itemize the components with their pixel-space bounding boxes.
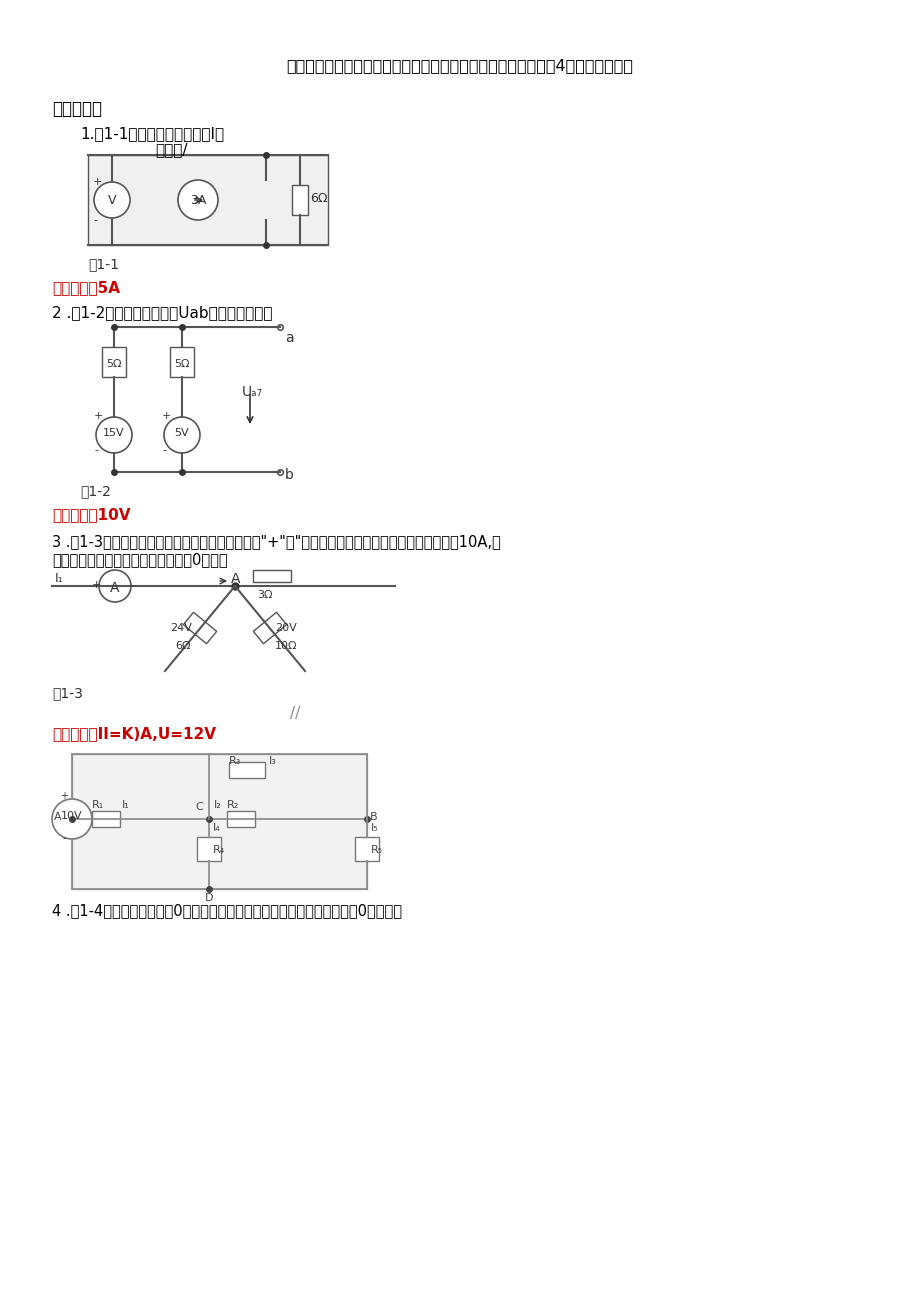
Text: a: a [285,330,293,345]
Bar [102,347,126,377]
Text: 国家开放大学一网一平台《电工电子技术》形考任务平时作业卜4网考题库及答案: 国家开放大学一网一平台《电工电子技术》形考任务平时作业卜4网考题库及答案 [286,59,633,73]
Text: 20V: 20V [275,623,297,634]
Circle shape [164,418,199,453]
Text: I₃: I₃ [268,756,277,766]
Text: //: // [289,706,300,721]
Text: 图1-1: 图1-1 [88,258,119,271]
Bar [355,837,379,861]
Text: 4 .图1-4所示的电路中包含0条支路，用支路电流法分析该电路，需要列写0个方程。: 4 .图1-4所示的电路中包含0条支路，用支路电流法分析该电路，需要列写0个方程… [52,903,402,919]
Text: 6Ω: 6Ω [310,193,327,206]
Text: R₃: R₃ [229,756,241,766]
Text: 图1-3: 图1-3 [52,686,83,700]
Text: I₁: I₁ [122,800,130,811]
Text: 图1-2: 图1-2 [80,484,111,498]
Text: -: - [93,215,96,225]
Bar [197,837,221,861]
Text: -: - [162,445,165,455]
Circle shape [177,180,218,220]
Bar [72,755,367,889]
Text: I₁: I₁ [55,572,63,585]
Bar [92,811,119,827]
Text: 关电流、电压方向也表示在图中，则0正确。: 关电流、电压方向也表示在图中，则0正确。 [52,552,227,567]
Text: B: B [369,812,377,822]
Text: 正确答案：5A: 正确答案：5A [52,280,119,295]
Bar [183,613,217,644]
Text: R₂: R₂ [227,800,239,811]
Text: 3Ω: 3Ω [256,589,272,600]
Text: C: C [195,801,203,812]
Circle shape [99,570,130,602]
Text: A: A [231,572,240,585]
Text: 5Ω: 5Ω [174,359,189,369]
Text: -: - [62,833,65,843]
Bar [253,570,290,582]
Bar [88,155,328,245]
Text: 24V: 24V [170,623,192,634]
Text: 6Ω: 6Ω [175,641,190,650]
Text: 3A: 3A [189,194,206,207]
Text: -: - [129,580,133,589]
Text: （）。/: （）。/ [154,142,187,157]
Text: 正确答案：10V: 正确答案：10V [52,507,130,522]
Text: A: A [54,812,62,822]
Text: +: + [94,411,103,422]
Text: 3 .图1-3所示的电路中，电流表的正、负接线端用"+"、"号标出，现电流表指针正向偏转，示数为10A,有: 3 .图1-3所示的电路中，电流表的正、负接线端用"+"、"号标出，现电流表指针… [52,533,500,549]
Text: R₁: R₁ [92,800,104,811]
Text: 5Ω: 5Ω [106,359,121,369]
Text: +: + [92,580,101,589]
Text: Uₐ₇: Uₐ₇ [242,385,263,399]
Text: A: A [110,582,119,595]
Bar [227,811,255,827]
Text: 15V: 15V [103,428,125,438]
Text: R₄: R₄ [213,846,225,855]
Text: 2 .图1-2所示电路中，电压Uab的数值是（）。: 2 .图1-2所示电路中，电压Uab的数值是（）。 [52,304,272,320]
Circle shape [96,418,131,453]
Text: 10Ω: 10Ω [275,641,297,650]
Bar [170,347,194,377]
Circle shape [94,182,130,219]
Text: -: - [94,445,98,455]
Text: 一、选择题: 一、选择题 [52,100,102,118]
Text: 1.图1-1所示的电路中，电流I为: 1.图1-1所示的电路中，电流I为 [80,126,224,141]
Text: R₅: R₅ [370,846,382,855]
Text: 5V: 5V [175,428,189,438]
Text: b: b [285,468,293,481]
Text: D: D [205,892,213,903]
Circle shape [52,799,92,839]
Text: +: + [93,177,102,187]
Bar [291,185,308,215]
Bar [253,613,287,644]
Text: I₂: I₂ [214,800,221,811]
Text: I₅: I₅ [370,824,379,833]
Text: +: + [162,411,171,422]
Text: V: V [108,194,116,207]
Text: +: + [60,791,68,801]
Text: I₄: I₄ [213,824,221,833]
Text: 10V: 10V [62,811,83,821]
Bar [229,762,265,778]
Text: 正确答案：II=K)A,U=12V: 正确答案：II=K)A,U=12V [52,726,216,742]
